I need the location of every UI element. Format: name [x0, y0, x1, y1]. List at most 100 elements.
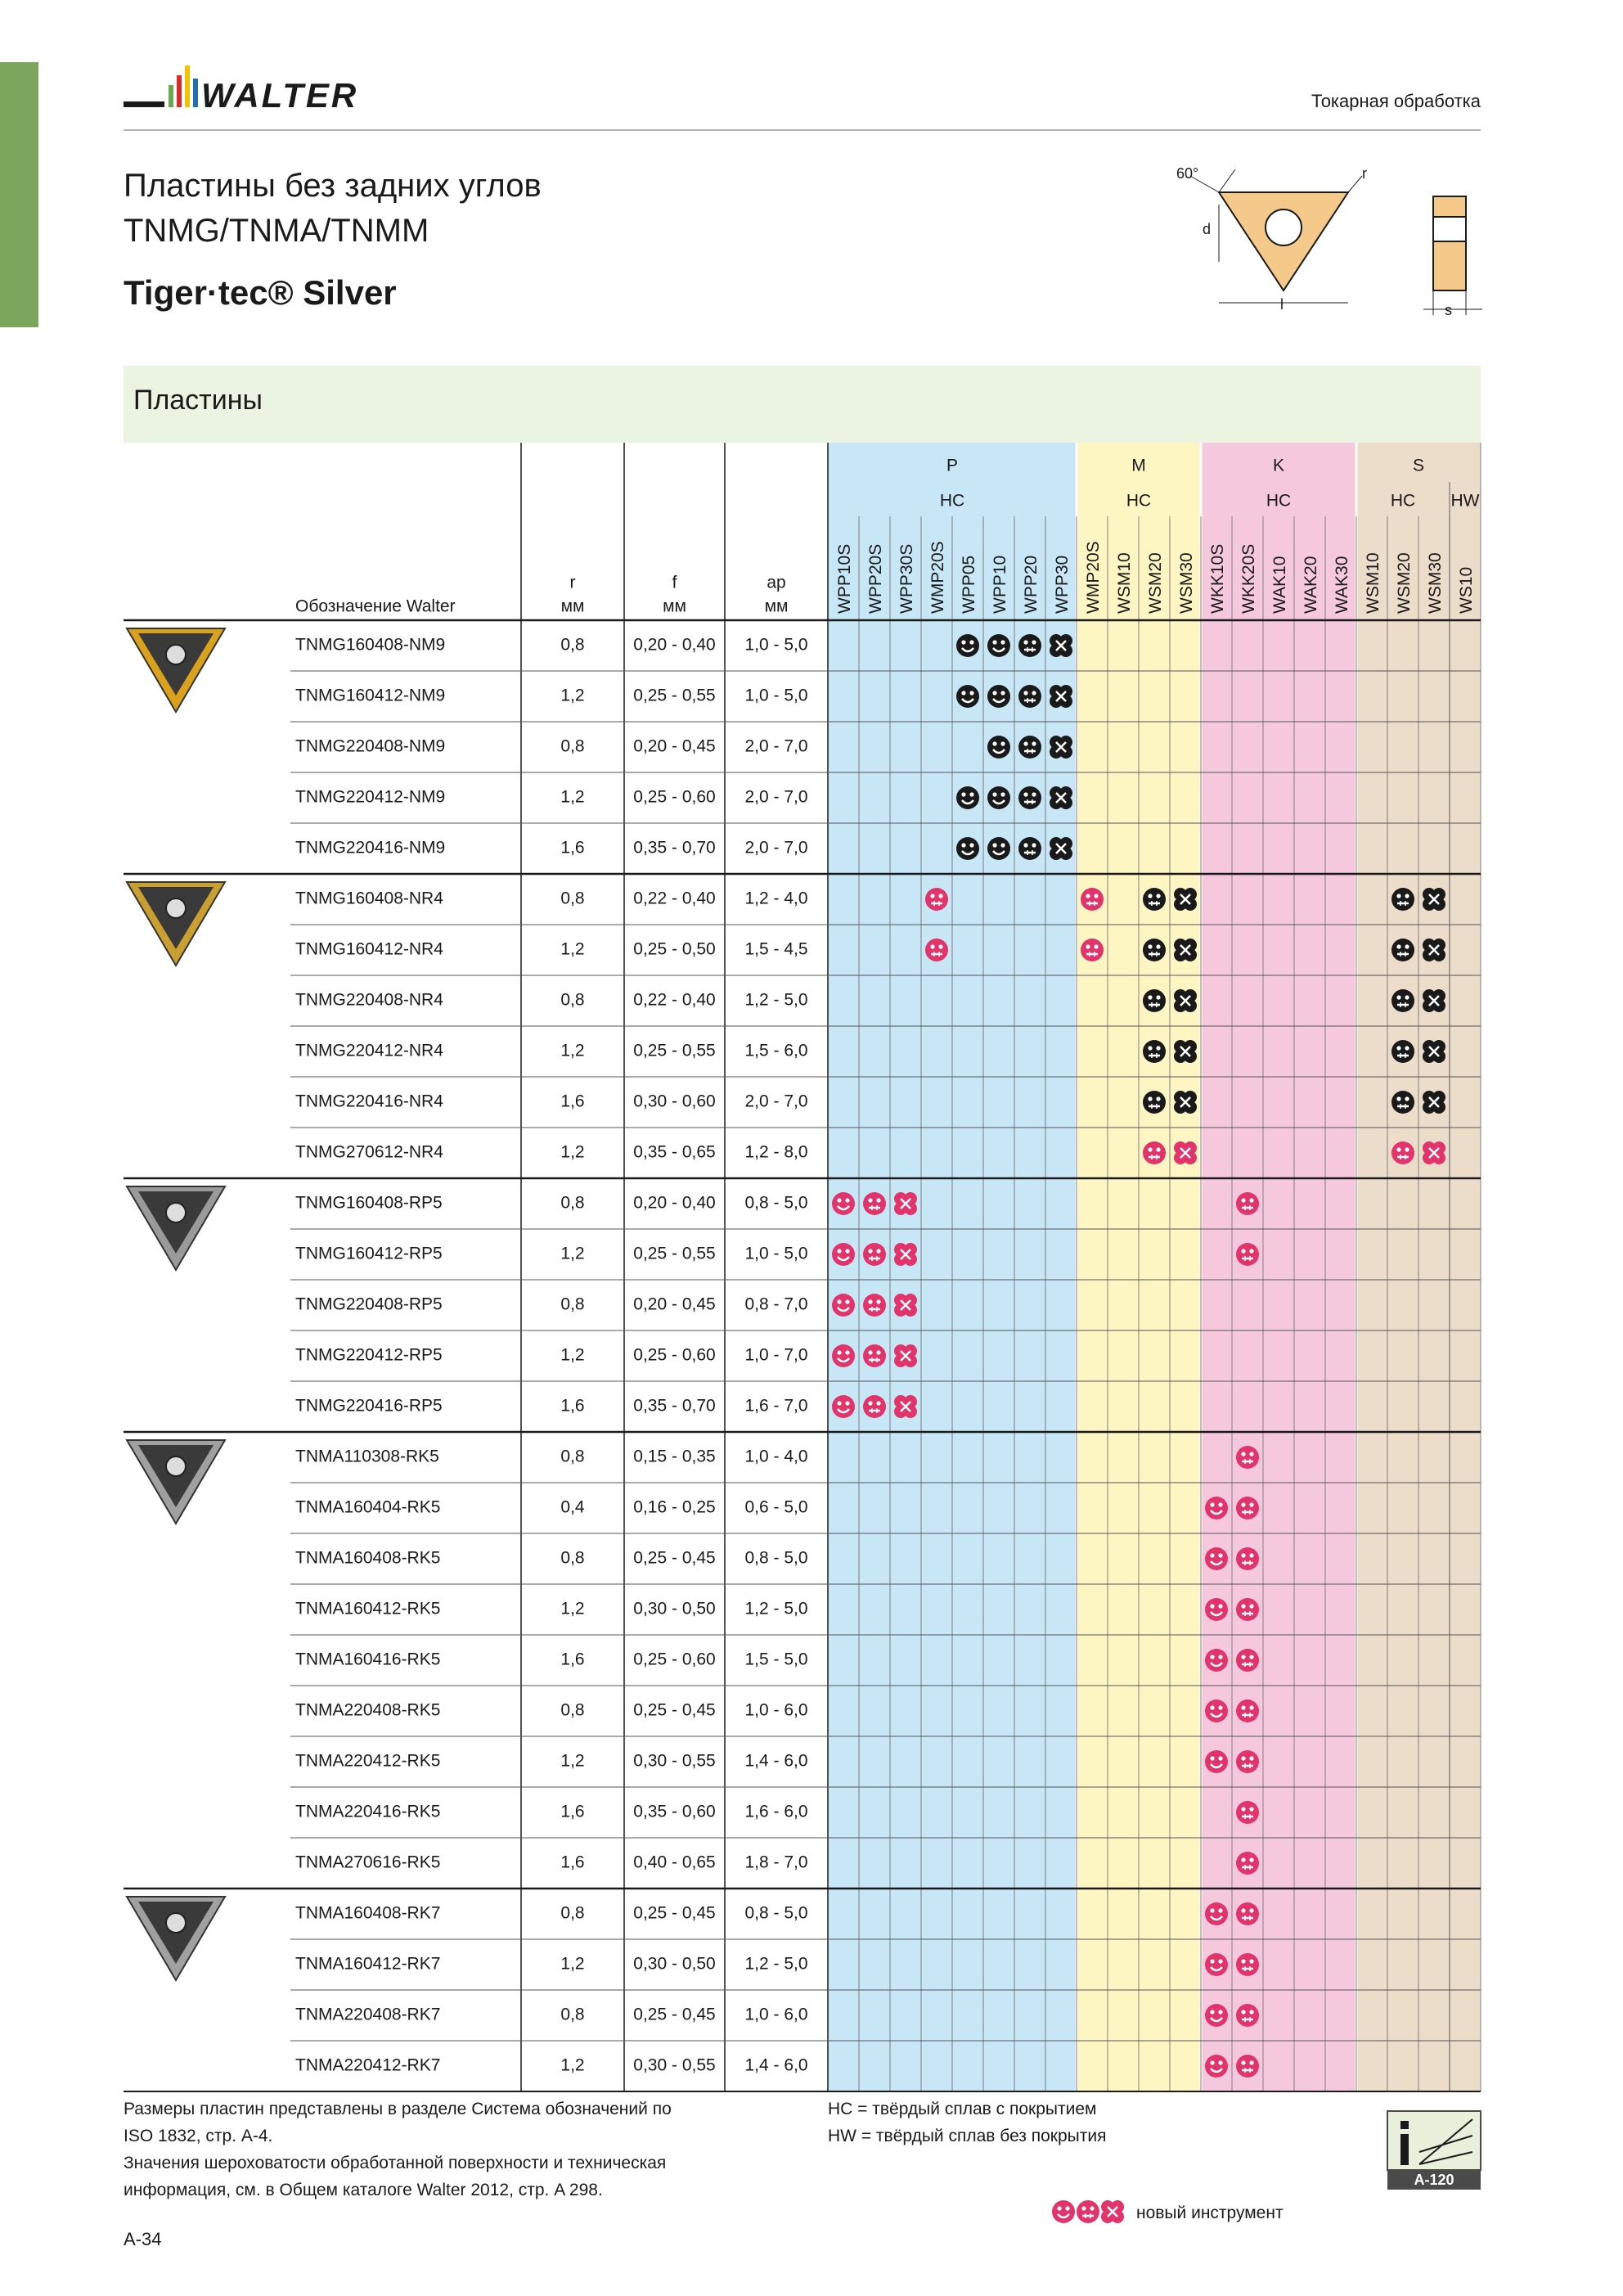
icon-mouth: [1210, 1510, 1223, 1515]
icon-eye: [845, 1299, 850, 1304]
radius: 0,8: [560, 1904, 584, 1923]
icon-eye: [1241, 1452, 1246, 1456]
rating-icon: [1143, 1091, 1166, 1114]
insert-hole: [165, 1456, 187, 1477]
group-label: K: [1273, 457, 1284, 475]
icon-teeth: [1027, 799, 1033, 804]
reference-icon: [1387, 2110, 1481, 2190]
icon-eye: [1249, 1959, 1254, 1964]
radius: 1,2: [560, 1346, 584, 1365]
rating-icon: [1236, 1598, 1259, 1621]
rating-icon: [1236, 1852, 1259, 1875]
icon-eye: [1241, 1654, 1246, 1659]
radius: 1,2: [560, 2056, 584, 2075]
rating-icon: [1205, 1649, 1228, 1672]
rating-icon: [1391, 989, 1414, 1012]
depth: 1,2 - 4,0: [744, 889, 807, 908]
icon-eye: [938, 944, 943, 949]
icon-mark: [1055, 691, 1067, 702]
radius: 1,2: [560, 940, 584, 959]
rating-icon: [832, 1243, 855, 1266]
icon-eye: [1210, 1959, 1215, 1964]
icon-eye: [1241, 1857, 1246, 1862]
icon-eye: [868, 1198, 873, 1203]
insert-hole: [165, 1202, 187, 1223]
feed: 0,35 - 0,70: [633, 839, 715, 858]
icon-eye: [1396, 944, 1401, 949]
rating-icon: [1143, 939, 1166, 961]
icon-teeth: [871, 1357, 878, 1362]
icon-eye: [1210, 2010, 1215, 2015]
rating-icon: [1205, 1750, 1228, 1773]
depth: 1,5 - 4,5: [744, 940, 807, 959]
rating-icon: [832, 1192, 855, 1215]
feed: 0,25 - 0,55: [633, 687, 715, 705]
icon-teeth: [871, 1256, 878, 1261]
icon-eye: [1000, 640, 1005, 645]
grade-name: WPP20S: [866, 544, 885, 614]
insert-image: [125, 1896, 227, 1982]
icon-teeth: [1244, 1560, 1251, 1565]
feed: 0,16 - 0,25: [633, 1498, 715, 1517]
icon-eye: [876, 1249, 881, 1254]
icon-eye: [1148, 995, 1153, 1000]
rating-icon: [1423, 1091, 1445, 1114]
rating-icon: [1423, 888, 1445, 911]
designation: TNMG220412-NR4: [295, 1042, 443, 1060]
radius: 1,2: [560, 687, 584, 705]
icon-eye: [961, 792, 966, 797]
insert-hole: [165, 898, 187, 919]
icon-mouth: [1210, 1560, 1223, 1566]
feed: 0,20 - 0,40: [633, 1194, 715, 1213]
icon-teeth: [1400, 952, 1406, 957]
rating-icon: [1236, 2004, 1259, 2027]
icon-teeth: [1244, 2068, 1251, 2073]
rating-icon: [1236, 1243, 1259, 1266]
rating-icon: [1391, 1141, 1414, 1164]
icon-face: [1236, 1192, 1259, 1215]
rating-icon: [1205, 1598, 1228, 1621]
rating-icon: [1081, 888, 1104, 911]
icon-face: [1236, 1598, 1259, 1621]
icon-eye: [1023, 640, 1028, 645]
designation: TNMG220412-NM9: [295, 788, 445, 807]
group-label: S: [1413, 457, 1424, 475]
feed: 0,25 - 0,45: [633, 1549, 715, 1568]
designation: TNMA160408-RK5: [295, 1549, 440, 1568]
designation: TNMG270612-NR4: [295, 1143, 443, 1162]
radius: 1,6: [560, 1092, 584, 1111]
icon-face: [1205, 1699, 1228, 1722]
rating-icon: [1018, 786, 1041, 809]
icon-face: [1205, 2004, 1228, 2027]
icon-eye: [1249, 1502, 1254, 1507]
icon-eye: [1218, 1705, 1223, 1710]
icon-mouth: [992, 799, 1005, 805]
icon-eye: [1086, 894, 1090, 898]
rating-icon: [863, 1192, 886, 1215]
icon-eye: [1156, 894, 1161, 898]
icon-mouth: [961, 850, 974, 856]
rating-icon: [1236, 2055, 1259, 2078]
icon-eye: [969, 843, 974, 848]
rating-icon: [1391, 1091, 1414, 1114]
footnote: ISO 1832, стр. A-4.: [124, 2127, 272, 2145]
icon-eye: [1249, 1908, 1254, 1913]
rating-icon: [863, 1243, 886, 1266]
icon-eye: [1156, 995, 1161, 1000]
icon-face: [1077, 2200, 1099, 2223]
title-line: TNMG/TNMA/TNMM: [124, 213, 429, 249]
icon-mouth: [1210, 2068, 1223, 2073]
depth: 1,0 - 6,0: [744, 1701, 807, 1720]
subgroup-label: HC: [1126, 492, 1151, 511]
icon-eye: [837, 1350, 842, 1355]
icon-face: [1236, 1801, 1259, 1824]
icon-eye: [876, 1299, 881, 1304]
icon-teeth: [1244, 1916, 1251, 1920]
icon-eye: [1396, 1096, 1401, 1101]
feed: 0,25 - 0,50: [633, 940, 715, 959]
icon-teeth: [1244, 1865, 1251, 1870]
rating-icon: [1391, 939, 1414, 961]
radius: 1,6: [560, 1853, 584, 1872]
feed: 0,25 - 0,45: [633, 1904, 715, 1923]
designation: TNMA110308-RK5: [295, 1447, 439, 1466]
